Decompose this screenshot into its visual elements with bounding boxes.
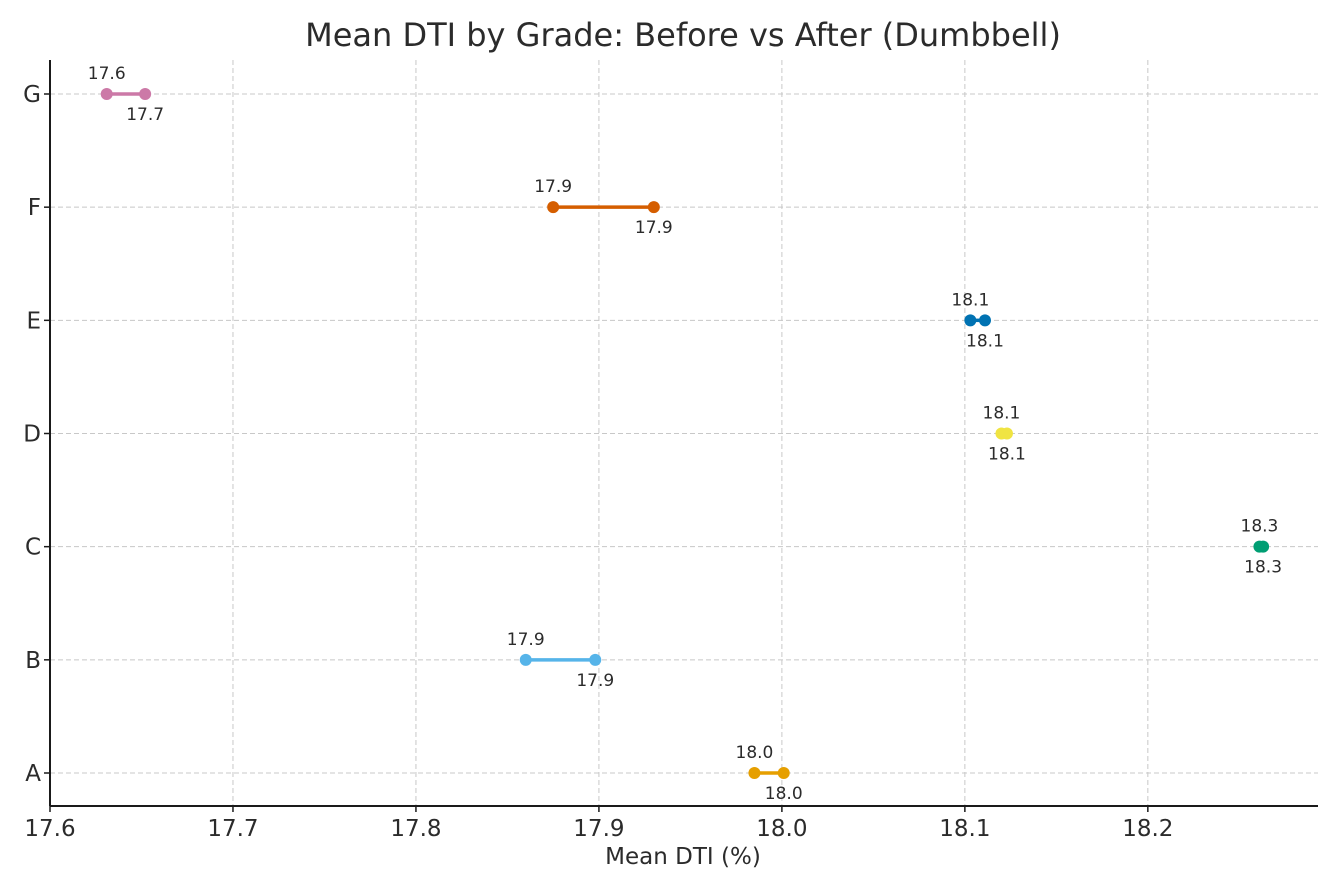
dumbbell-d: 18.1 18.1 <box>983 404 1026 465</box>
x-tick-label: 17.8 <box>390 816 441 842</box>
end-value-label: 18.1 <box>966 331 1004 351</box>
x-tick-label: 17.9 <box>573 816 624 842</box>
start-point <box>964 314 977 327</box>
dumbbell-g: 17.6 17.7 <box>88 64 164 125</box>
x-tick-label: 18.0 <box>756 816 807 842</box>
end-value-label: 18.3 <box>1244 558 1282 578</box>
start-point <box>547 201 560 214</box>
marks-layer: 18.018.017.917.918.318.318.118.118.118.1… <box>88 64 1282 804</box>
end-point <box>589 653 602 666</box>
dumbbell-e: 18.1 18.1 <box>951 290 1003 351</box>
start-point <box>519 653 532 666</box>
end-value-label: 17.7 <box>126 105 164 125</box>
end-value-label: 18.1 <box>988 445 1026 465</box>
start-point <box>100 88 113 100</box>
end-point <box>1257 540 1270 553</box>
dumbbell-a: 18.0 18.0 <box>736 743 803 804</box>
start-value-label: 18.0 <box>736 743 774 763</box>
x-tick-label: 18.1 <box>939 816 990 842</box>
x-axis-label: Mean DTI (%) <box>605 844 761 870</box>
y-tick-label: G <box>23 82 41 108</box>
start-point <box>748 767 761 779</box>
end-value-label: 18.0 <box>765 784 803 804</box>
grid-layer <box>50 60 1318 806</box>
chart-title: Mean DTI by Grade: Before vs After (Dumb… <box>305 16 1061 54</box>
x-tick-label: 17.7 <box>207 816 258 842</box>
end-value-label: 17.9 <box>635 218 673 238</box>
y-tick-label: D <box>23 422 41 448</box>
end-point <box>647 201 660 214</box>
end-point <box>1000 427 1013 440</box>
end-point <box>978 314 991 327</box>
end-value-label: 17.9 <box>576 671 614 691</box>
start-value-label: 18.1 <box>983 404 1021 424</box>
start-value-label: 18.3 <box>1241 517 1279 537</box>
dumbbell-b: 17.9 17.9 <box>507 630 614 691</box>
y-tick-label: E <box>26 308 41 334</box>
end-point <box>777 767 790 779</box>
end-point <box>139 88 152 100</box>
start-value-label: 17.9 <box>534 177 572 197</box>
start-value-label: 17.6 <box>88 64 126 84</box>
dumbbell-c: 18.3 18.3 <box>1241 517 1283 578</box>
ticks-layer: 17.6 17.7 17.8 17.9 18.0 18.1 18.2 A B C D E F G <box>23 82 1173 842</box>
dumbbell-f: 17.9 17.9 <box>534 177 672 238</box>
y-tick-label: A <box>25 761 41 787</box>
start-value-label: 17.9 <box>507 630 545 650</box>
y-tick-label: B <box>25 648 41 674</box>
y-tick-label: C <box>25 535 41 561</box>
x-tick-label: 18.2 <box>1122 816 1173 842</box>
x-tick-label: 17.6 <box>24 816 75 842</box>
y-tick-label: F <box>28 195 41 221</box>
start-value-label: 18.1 <box>951 290 989 310</box>
